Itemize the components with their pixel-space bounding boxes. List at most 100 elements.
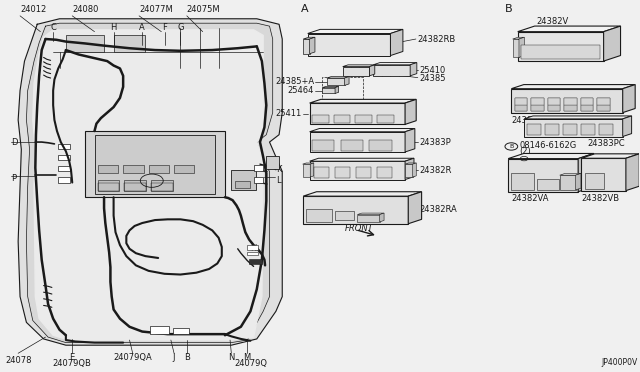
Bar xyxy=(531,105,544,111)
Bar xyxy=(314,167,330,178)
Polygon shape xyxy=(373,65,410,76)
Text: 24383PA: 24383PA xyxy=(511,116,548,125)
Bar xyxy=(377,167,392,178)
Polygon shape xyxy=(357,213,384,215)
Text: 24382VA: 24382VA xyxy=(511,194,549,203)
Polygon shape xyxy=(408,192,422,224)
Bar xyxy=(151,180,173,190)
Bar xyxy=(234,181,250,188)
Text: D: D xyxy=(11,138,18,147)
Polygon shape xyxy=(380,213,384,222)
Polygon shape xyxy=(33,30,263,340)
Bar xyxy=(563,124,577,135)
Polygon shape xyxy=(335,86,339,93)
Polygon shape xyxy=(513,37,524,39)
Text: 24080: 24080 xyxy=(72,5,99,14)
Text: 24079QA: 24079QA xyxy=(113,353,152,362)
Bar xyxy=(597,98,610,105)
Bar xyxy=(527,124,541,135)
Text: 24382RB: 24382RB xyxy=(417,35,456,44)
Bar xyxy=(58,155,70,160)
Bar xyxy=(564,98,577,111)
Bar xyxy=(148,164,169,173)
Text: FRONT: FRONT xyxy=(344,224,373,233)
Text: F: F xyxy=(162,23,167,32)
Text: J: J xyxy=(173,353,175,362)
Polygon shape xyxy=(560,173,581,175)
Bar xyxy=(531,98,544,111)
Bar xyxy=(124,180,146,190)
Polygon shape xyxy=(405,163,416,164)
Text: 24382R: 24382R xyxy=(419,166,451,175)
Bar xyxy=(521,45,600,59)
Bar xyxy=(58,166,70,171)
Polygon shape xyxy=(405,128,415,152)
Polygon shape xyxy=(303,192,422,196)
Bar xyxy=(173,327,189,334)
Polygon shape xyxy=(405,164,413,177)
Bar xyxy=(515,98,527,105)
Polygon shape xyxy=(524,116,632,119)
Polygon shape xyxy=(604,26,621,61)
Polygon shape xyxy=(560,175,575,190)
Text: K: K xyxy=(276,165,282,174)
Bar xyxy=(312,115,329,123)
Polygon shape xyxy=(327,77,349,78)
Polygon shape xyxy=(524,119,623,137)
Polygon shape xyxy=(390,29,403,55)
Polygon shape xyxy=(342,65,375,67)
Bar xyxy=(564,105,577,111)
Polygon shape xyxy=(303,164,310,177)
Polygon shape xyxy=(310,37,315,54)
Bar xyxy=(531,98,544,105)
Polygon shape xyxy=(308,29,403,33)
Bar xyxy=(266,155,279,169)
Bar xyxy=(548,98,561,105)
Bar xyxy=(564,98,577,105)
Text: 25464: 25464 xyxy=(288,86,314,95)
Text: 24382RA: 24382RA xyxy=(419,205,457,214)
Bar xyxy=(584,173,604,189)
Polygon shape xyxy=(26,23,273,343)
Bar xyxy=(246,252,258,256)
Polygon shape xyxy=(518,26,621,32)
Polygon shape xyxy=(310,132,405,152)
Polygon shape xyxy=(310,158,414,161)
Polygon shape xyxy=(581,154,639,158)
Polygon shape xyxy=(344,77,349,86)
Polygon shape xyxy=(310,163,314,177)
Text: 24077M: 24077M xyxy=(139,5,173,14)
Bar xyxy=(580,105,593,111)
Bar xyxy=(98,164,118,173)
Polygon shape xyxy=(508,154,594,158)
Text: 08146-6162G: 08146-6162G xyxy=(520,141,577,150)
Polygon shape xyxy=(405,158,414,180)
Polygon shape xyxy=(581,158,626,190)
Text: L: L xyxy=(276,176,280,185)
Bar xyxy=(377,115,394,123)
Text: 25410: 25410 xyxy=(419,66,445,75)
Polygon shape xyxy=(518,32,604,61)
Text: 24385+A: 24385+A xyxy=(275,77,314,86)
Bar xyxy=(66,35,104,52)
Text: 24385: 24385 xyxy=(419,74,445,83)
Text: 24383P: 24383P xyxy=(419,138,451,147)
Polygon shape xyxy=(310,99,416,103)
Bar xyxy=(340,140,363,151)
Bar xyxy=(537,179,559,190)
Bar xyxy=(124,183,146,190)
Text: E: E xyxy=(70,353,75,362)
Text: 24383PC: 24383PC xyxy=(588,139,625,148)
Bar xyxy=(253,165,263,171)
Bar xyxy=(598,124,612,135)
Text: B: B xyxy=(509,144,513,149)
Polygon shape xyxy=(413,163,416,177)
Bar xyxy=(151,183,173,190)
Polygon shape xyxy=(373,62,417,65)
Polygon shape xyxy=(327,78,344,86)
Polygon shape xyxy=(310,128,415,132)
Text: 24079QB: 24079QB xyxy=(53,359,92,368)
Bar xyxy=(369,140,392,151)
Polygon shape xyxy=(623,84,635,113)
Bar xyxy=(548,105,561,111)
